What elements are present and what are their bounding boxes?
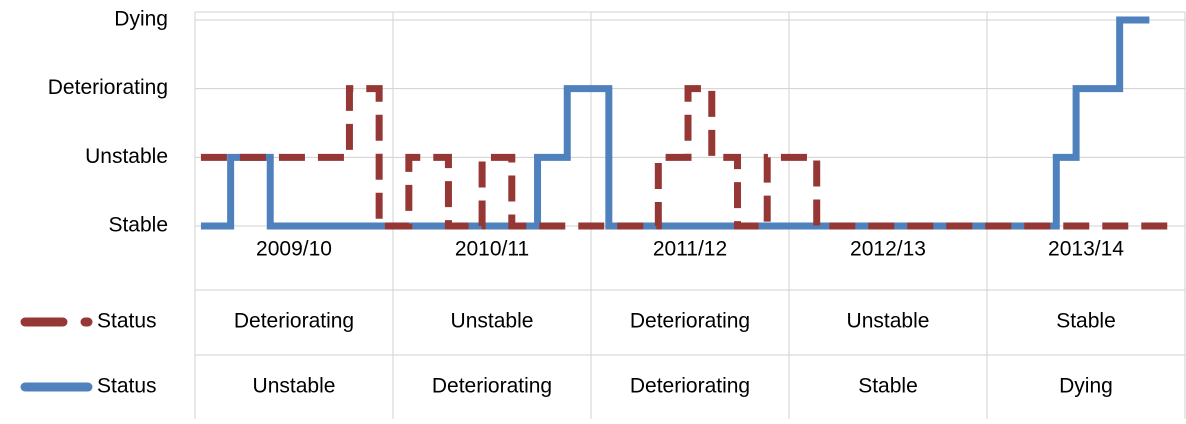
x-tick-label: 2010/11 xyxy=(455,238,529,261)
x-tick-label: 2011/12 xyxy=(653,238,727,261)
y-tick-label: Deteriorating xyxy=(48,76,168,99)
table-cell: Unstable xyxy=(253,375,336,398)
table-cell: Stable xyxy=(1056,310,1116,333)
legend-label: Status xyxy=(97,310,157,333)
table-cell: Unstable xyxy=(451,310,534,333)
legend-label: Status xyxy=(97,375,157,398)
table-cell: Deteriorating xyxy=(432,375,552,398)
x-tick-label: 2009/10 xyxy=(256,238,332,261)
table-cell: Dying xyxy=(1059,375,1113,398)
table-cell: Deteriorating xyxy=(630,375,750,398)
table-cell: Deteriorating xyxy=(234,310,354,333)
series-line xyxy=(200,16,1150,230)
y-tick-label: Dying xyxy=(114,8,168,31)
table-cell: Deteriorating xyxy=(630,310,750,333)
table-cell: Stable xyxy=(858,375,918,398)
series-line xyxy=(200,85,1176,230)
y-tick-label: Stable xyxy=(108,214,168,237)
x-tick-label: 2013/14 xyxy=(1048,238,1124,261)
table-cell: Unstable xyxy=(847,310,930,333)
y-tick-label: Unstable xyxy=(85,145,168,168)
x-tick-label: 2012/13 xyxy=(850,238,926,261)
